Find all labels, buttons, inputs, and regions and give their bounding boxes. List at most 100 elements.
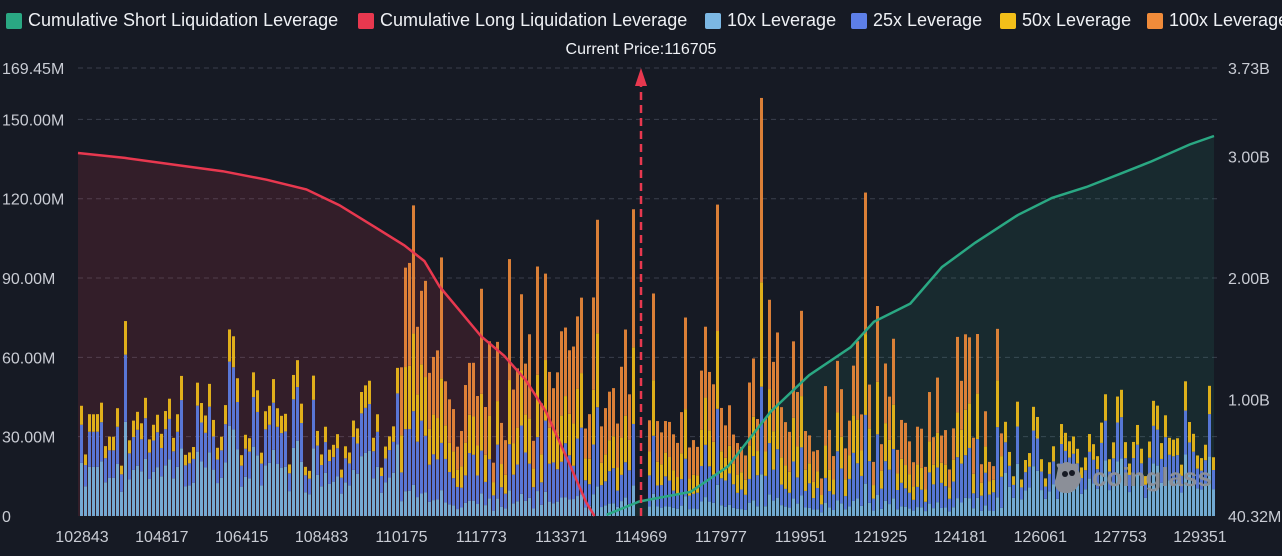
leverage-bar-segment — [1176, 455, 1179, 481]
leverage-bar-segment — [848, 455, 851, 479]
leverage-bar-segment — [664, 421, 667, 453]
leverage-bar-segment — [836, 360, 839, 413]
leverage-bar-segment — [344, 446, 347, 459]
leverage-bar-segment — [612, 468, 615, 504]
leverage-bar-segment — [772, 361, 775, 432]
leverage-bar-segment — [948, 469, 951, 488]
leverage-bar-segment — [256, 455, 259, 516]
leverage-bar-segment — [704, 444, 707, 498]
leverage-bar-segment — [304, 466, 307, 476]
leverage-bar-segment — [816, 509, 819, 516]
leverage-bar-segment — [1032, 430, 1035, 467]
leverage-bar-segment — [100, 402, 103, 423]
leverage-bar-segment — [188, 485, 191, 516]
leverage-bar-segment — [916, 426, 919, 465]
x-tick-label: 110175 — [375, 529, 427, 546]
leverage-bar-segment — [472, 362, 475, 417]
leverage-bar-segment — [676, 442, 679, 478]
leverage-bar-segment — [632, 209, 635, 348]
leverage-bar-segment — [684, 496, 687, 516]
leverage-bar-segment — [724, 506, 727, 516]
leverage-bar-segment — [780, 407, 783, 458]
leverage-bar-segment — [116, 463, 119, 516]
leverage-bar-segment — [676, 477, 679, 496]
leverage-bar-segment — [628, 394, 631, 440]
leverage-bar-segment — [492, 482, 495, 496]
leverage-bar-segment — [828, 491, 831, 508]
leverage-bar-segment — [1044, 486, 1047, 499]
leverage-bar-segment — [932, 437, 935, 465]
leverage-bar-segment — [1024, 472, 1027, 491]
leverage-bar-segment — [768, 389, 771, 444]
x-tick-label: 129351 — [1173, 529, 1226, 546]
leverage-bar-segment — [928, 472, 931, 504]
left-tick-label: 169.45M — [2, 61, 64, 78]
leverage-bar-segment — [992, 511, 995, 516]
leverage-bar-segment — [312, 375, 315, 400]
leverage-bar-segment — [932, 464, 935, 485]
leverage-bar-segment — [708, 430, 711, 467]
leverage-bar-segment — [1184, 381, 1187, 411]
legend-item-2[interactable]: Cumulative Long Liquidation Leverage — [358, 10, 687, 31]
leverage-bar-segment — [964, 497, 967, 516]
legend-item-3[interactable]: 10x Leverage — [705, 10, 836, 31]
legend-label: 10x Leverage — [727, 10, 837, 30]
leverage-bar-segment — [648, 506, 651, 516]
leverage-bar-segment — [796, 446, 799, 478]
leverage-bar-segment — [504, 440, 507, 475]
leverage-bar-segment — [696, 492, 699, 510]
leverage-bar-segment — [976, 439, 979, 498]
leverage-bar-segment — [500, 422, 503, 465]
leverage-bar-segment — [860, 505, 863, 516]
leverage-bar-segment — [512, 474, 515, 504]
leverage-bar-segment — [588, 484, 591, 506]
leverage-bar-segment — [296, 387, 299, 441]
leverage-bar-segment — [660, 507, 663, 516]
leverage-bar-segment — [748, 445, 751, 479]
leverage-bar-segment — [828, 429, 831, 470]
leverage-bar-segment — [380, 492, 383, 516]
leverage-bar-segment — [572, 499, 575, 516]
leverage-bar-segment — [188, 463, 191, 486]
leverage-bar-segment — [968, 403, 971, 448]
leverage-bar-segment — [1176, 438, 1179, 456]
legend-item-1[interactable]: Cumulative Short Liquidation Leverage — [6, 10, 338, 31]
leverage-bar-segment — [924, 489, 927, 502]
leverage-bar-segment — [148, 452, 151, 480]
legend-item-5[interactable]: 50x Leverage — [1000, 10, 1131, 31]
leverage-bar-segment — [264, 429, 267, 466]
leverage-bar-segment — [900, 482, 903, 507]
legend-item-6[interactable]: 100x Leverage — [1147, 10, 1282, 31]
leverage-bar-segment — [404, 267, 407, 368]
leverage-bar-segment — [1104, 394, 1107, 421]
leverage-bar-segment — [820, 504, 823, 513]
leverage-bar-segment — [828, 469, 831, 492]
leverage-bar-segment — [332, 481, 335, 516]
leverage-bar-segment — [468, 453, 471, 501]
leverage-bar-segment — [248, 451, 251, 479]
leverage-bar-segment — [728, 473, 731, 505]
x-tick-label: 119951 — [775, 529, 827, 546]
leverage-bar-segment — [292, 374, 295, 400]
legend-item-4[interactable]: 25x Leverage — [851, 10, 982, 31]
leverage-bar-segment — [764, 506, 767, 516]
leverage-bar-segment — [520, 294, 523, 371]
leverage-bar-segment — [1124, 442, 1127, 459]
leverage-bar-segment — [456, 446, 459, 470]
leverage-bar-segment — [784, 488, 787, 507]
leverage-bar-segment — [940, 507, 943, 516]
leverage-bar-segment — [520, 370, 523, 426]
leverage-bar-segment — [556, 501, 559, 516]
leverage-bar-segment — [320, 454, 323, 466]
leverage-bar-segment — [788, 471, 791, 493]
leverage-bar-segment — [1188, 473, 1191, 516]
leverage-bar-segment — [1092, 444, 1095, 460]
leverage-bar-segment — [1020, 499, 1023, 516]
leverage-bar-segment — [952, 507, 955, 516]
leverage-bar-segment — [360, 413, 363, 457]
leverage-bar-segment — [96, 466, 99, 516]
leverage-bar-segment — [552, 462, 555, 504]
leverage-bar-segment — [204, 432, 207, 468]
leverage-bar-segment — [592, 444, 595, 495]
leverage-bar-segment — [1016, 401, 1019, 427]
